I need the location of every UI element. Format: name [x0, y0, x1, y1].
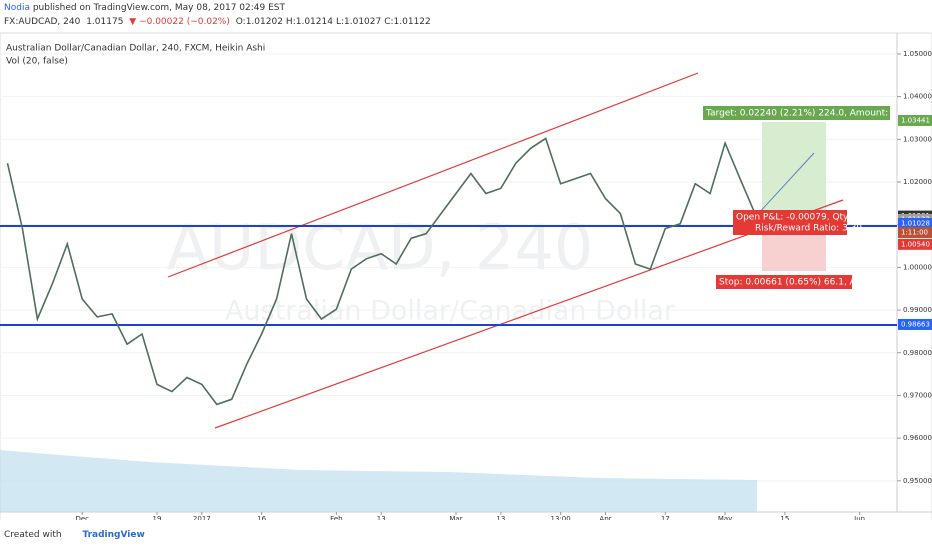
projection-arrow — [756, 152, 815, 216]
price-line — [6, 137, 756, 406]
x-tick-label: Dec — [75, 515, 89, 520]
x-tick-label: 13 — [496, 515, 505, 520]
x-tick-label: Jun — [853, 515, 865, 520]
x-tick-label: 2017 — [193, 515, 211, 520]
ratio-text: Risk/Reward Ratio: 3.39 — [755, 224, 862, 234]
price-label-box — [898, 238, 932, 250]
symbol: FX:AUDCAD, 240 — [4, 17, 81, 27]
y-tick-label: 0.95000 — [903, 477, 932, 485]
y-tick-label: 0.98000 — [903, 349, 932, 357]
brand[interactable]: TradingView — [82, 530, 145, 540]
price-label: 0.98663 — [901, 320, 930, 328]
y-tick-label: 1.05000 — [903, 50, 932, 58]
ohlc-part: L: — [335, 17, 344, 27]
ohlc: O:1.01202 H:1.01214 L:1.01027 C:1.01122 — [236, 17, 434, 27]
price-label: 1.01028 — [901, 219, 930, 227]
ohlc-part: H: — [285, 17, 296, 27]
x-tick-label: 13 — [377, 515, 386, 520]
price-label: 1.03441 — [901, 116, 930, 124]
price-label-box — [898, 318, 932, 330]
stop-text: Stop: 0.00661 (0.65%) 66.1, Amount: 750 — [719, 278, 908, 288]
target-box — [703, 106, 890, 120]
indicator-label: Vol (20, false) — [6, 57, 68, 67]
watermark: AUDCAD, 240 — [167, 211, 594, 284]
x-tick-label: Feb — [330, 515, 343, 520]
pnl-text: Open P&L: -0.00079, Qty: 37821 — [736, 213, 882, 223]
trend-line — [214, 199, 844, 429]
pnl-box — [733, 210, 847, 235]
y-tick-label: 1.00000 — [903, 263, 932, 271]
chart-title: Australian Dollar/Canadian Dollar, 240, … — [6, 44, 265, 54]
y-tick-label: 0.96000 — [903, 434, 932, 442]
ohlc-part: 1.01214 — [295, 17, 333, 27]
ohlc-part: C: — [384, 17, 394, 27]
y-tick-label: 0.99000 — [903, 306, 932, 314]
x-tick-label: 17 — [661, 515, 670, 520]
x-tick-label: May — [718, 515, 732, 520]
ohlc-part: O: — [235, 17, 246, 27]
price-label-box — [898, 217, 932, 229]
published: published on TradingView.com, May 08, 20… — [32, 3, 286, 13]
x-tick-label: 19 — [153, 515, 162, 520]
y-tick-label: 1.02000 — [903, 178, 932, 186]
y-tick-label: 1.04000 — [903, 93, 932, 101]
footer: Created with TradingView — [4, 530, 145, 540]
volume-area — [0, 450, 757, 512]
trend-line — [167, 72, 699, 278]
watermark: Australian Dollar/Canadian Dollar — [225, 296, 676, 327]
x-tick-label: Mar — [449, 515, 462, 520]
header-line: Nodia published on TradingView.com, May … — [4, 3, 288, 13]
change: ▼ −0.00022 (−0.02%) — [129, 17, 230, 27]
price-label-box — [898, 114, 932, 126]
target-text: Target: 0.02240 (2.21%) 224.0, Amount: 1… — [705, 109, 929, 119]
stop-box — [716, 275, 852, 289]
target-zone — [762, 122, 826, 226]
ohlc-part: 1.01027 — [344, 17, 382, 27]
x-tick-label: 15 — [780, 515, 789, 520]
y-tick-label: 0.97000 — [903, 391, 932, 399]
x-tick-label: 13:00 — [551, 515, 571, 520]
countdown-box — [898, 226, 932, 238]
y-tick-label: 1.03000 — [903, 135, 932, 143]
ohlc-part: 1.01202 — [245, 17, 283, 27]
created: Created with — [4, 530, 62, 540]
countdown: 1:11:00 — [901, 228, 928, 236]
chart: Australian Dollar/Canadian Dollar, 240, … — [0, 32, 932, 520]
symbol-line: FX:AUDCAD, 240 1.01175 ▼ −0.00022 (−0.02… — [4, 17, 437, 27]
last: 1.01175 — [86, 17, 124, 27]
author[interactable]: Nodia — [4, 3, 30, 13]
x-tick-label: 16 — [257, 515, 266, 520]
ohlc-part: 1.01122 — [393, 17, 431, 27]
price-label: 1.00540 — [901, 240, 930, 248]
x-tick-label: Apr — [599, 515, 611, 520]
